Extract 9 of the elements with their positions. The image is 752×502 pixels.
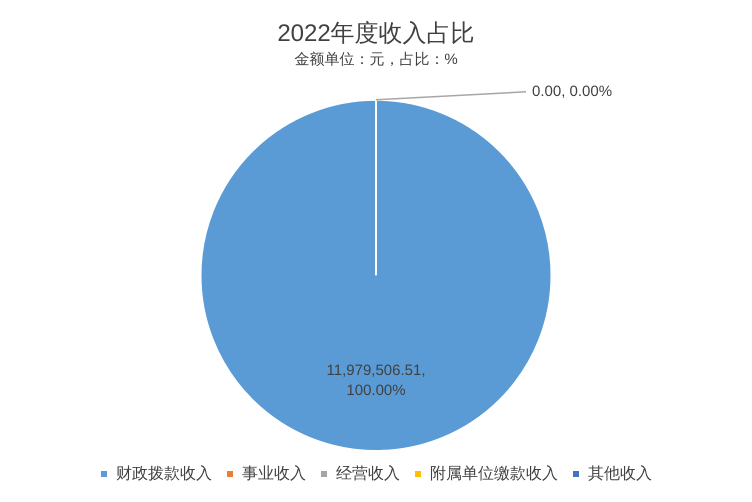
legend-label: 财政拨款收入: [116, 464, 212, 482]
legend-label: 其他收入: [588, 464, 652, 482]
legend-label: 经营收入: [336, 464, 400, 482]
legend-label: 事业收入: [242, 464, 306, 482]
text: 0.00, 0.00%: [532, 82, 612, 100]
legend-label: 附属单位缴款收入: [430, 464, 558, 482]
chart-subtitle: 金额单位：元，占比：%: [294, 50, 458, 68]
data-label: 11,979,506.51, 100.00%: [326, 362, 426, 399]
chart-title: 2022年度收入占比: [277, 20, 475, 48]
